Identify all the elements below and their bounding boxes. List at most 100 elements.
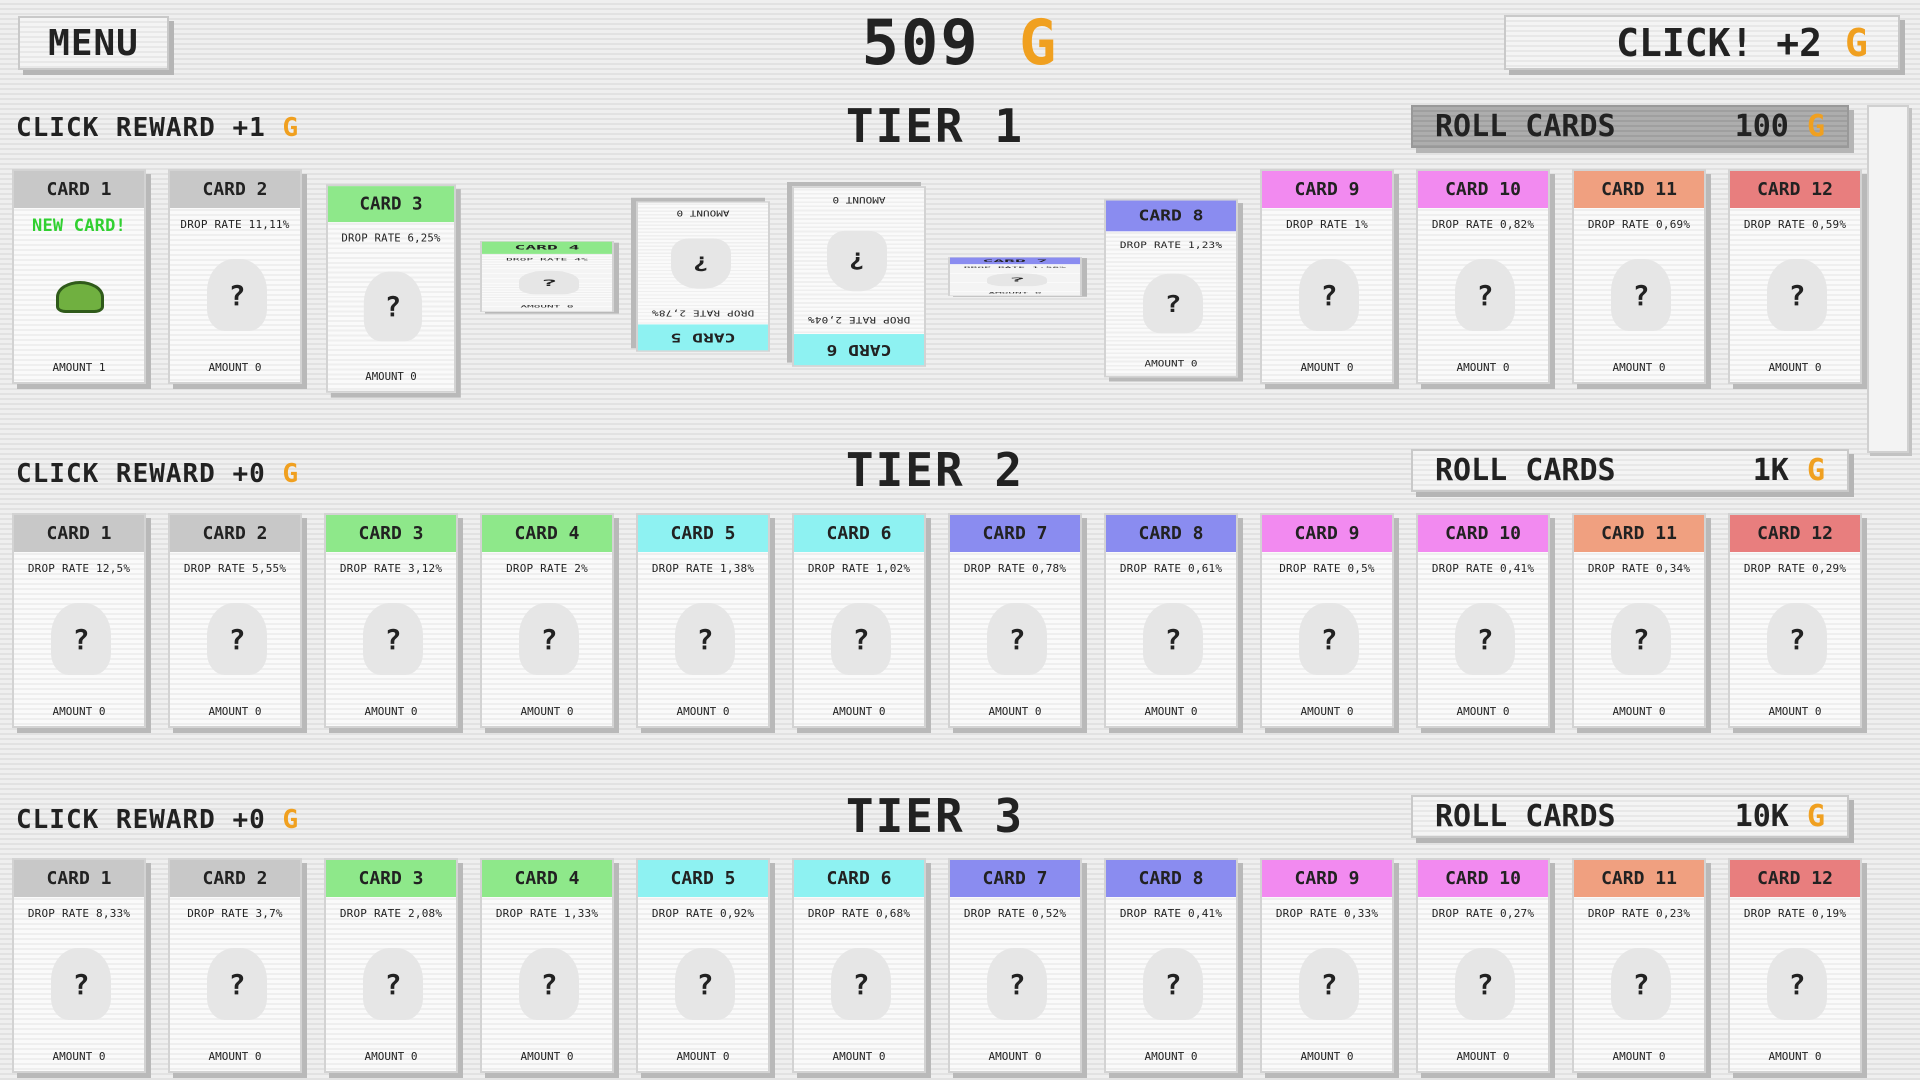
card-name: CARD 1 bbox=[46, 523, 112, 544]
tier-title: TIER 2 bbox=[845, 443, 1025, 497]
card-name: CARD 3 bbox=[359, 193, 423, 215]
card[interactable]: CARD 3 DROP RATE 6,25% ? AMOUNT 0 bbox=[326, 184, 456, 393]
unknown-card-silhouette-icon: ? bbox=[1767, 603, 1827, 675]
card[interactable]: CARD 4 DROP RATE 4% ? AMOUNT 0 bbox=[480, 241, 614, 312]
card[interactable]: CARD 1 NEW CARD! AMOUNT 1 bbox=[12, 169, 146, 384]
card[interactable]: CARD 11 DROP RATE 0,23% ? AMOUNT 0 bbox=[1572, 858, 1706, 1073]
card[interactable]: CARD 5 DROP RATE 2,78% ? AMOUNT 0 bbox=[636, 201, 770, 352]
scrollbar[interactable] bbox=[1867, 105, 1909, 453]
card-header: CARD 9 bbox=[1262, 860, 1392, 897]
roll-cards-button[interactable]: ROLL CARDS 10K G bbox=[1411, 795, 1849, 838]
card-amount: AMOUNT 0 bbox=[365, 370, 417, 384]
unknown-card-silhouette-icon: ? bbox=[671, 238, 731, 289]
card[interactable]: CARD 8 DROP RATE 0,41% ? AMOUNT 0 bbox=[1104, 858, 1238, 1073]
unknown-card-silhouette-icon: ? bbox=[1143, 603, 1203, 675]
new-card-badge: NEW CARD! bbox=[32, 216, 126, 236]
click-button[interactable]: CLICK! +2 G bbox=[1504, 15, 1900, 70]
question-mark: ? bbox=[384, 967, 402, 1001]
card[interactable]: CARD 4 DROP RATE 1,33% ? AMOUNT 0 bbox=[480, 858, 614, 1073]
card-header: CARD 10 bbox=[1418, 860, 1548, 897]
card-header: CARD 1 bbox=[14, 860, 144, 897]
card-header: CARD 7 bbox=[950, 860, 1080, 897]
card[interactable]: CARD 9 DROP RATE 0,5% ? AMOUNT 0 bbox=[1260, 513, 1394, 728]
card-header: CARD 7 bbox=[950, 257, 1080, 265]
unknown-card-silhouette-icon: ? bbox=[1611, 603, 1671, 675]
card[interactable]: CARD 5 DROP RATE 0,92% ? AMOUNT 0 bbox=[636, 858, 770, 1073]
card[interactable]: CARD 6 DROP RATE 1,02% ? AMOUNT 0 bbox=[792, 513, 926, 728]
question-mark: ? bbox=[1632, 278, 1650, 312]
card[interactable]: CARD 12 DROP RATE 0,59% ? AMOUNT 0 bbox=[1728, 169, 1862, 384]
card-amount: AMOUNT 0 bbox=[52, 1050, 106, 1063]
card-name: CARD 8 bbox=[1138, 868, 1204, 889]
question-mark: ? bbox=[1164, 967, 1182, 1001]
question-mark: ? bbox=[852, 622, 870, 656]
card[interactable]: CARD 8 DROP RATE 0,61% ? AMOUNT 0 bbox=[1104, 513, 1238, 728]
card[interactable]: CARD 10 DROP RATE 0,41% ? AMOUNT 0 bbox=[1416, 513, 1550, 728]
card-header: CARD 3 bbox=[327, 186, 455, 223]
card[interactable]: CARD 11 DROP RATE 0,34% ? AMOUNT 0 bbox=[1572, 513, 1706, 728]
card[interactable]: CARD 5 DROP RATE 1,38% ? AMOUNT 0 bbox=[636, 513, 770, 728]
question-mark: ? bbox=[852, 967, 870, 1001]
card[interactable]: CARD 6 DROP RATE 0,68% ? AMOUNT 0 bbox=[792, 858, 926, 1073]
card-name: CARD 9 bbox=[1294, 523, 1360, 544]
question-mark: ? bbox=[696, 622, 714, 656]
card-drop-rate: DROP RATE 2,08% bbox=[339, 907, 443, 920]
roll-cards-button[interactable]: ROLL CARDS 100 G bbox=[1411, 105, 1849, 148]
card[interactable]: CARD 4 DROP RATE 2% ? AMOUNT 0 bbox=[480, 513, 614, 728]
card[interactable]: CARD 6 DROP RATE 2,04% ? AMOUNT 0 bbox=[792, 186, 926, 367]
card-header: CARD 1 bbox=[14, 171, 144, 208]
card[interactable]: CARD 7 DROP RATE 0,52% ? AMOUNT 0 bbox=[948, 858, 1082, 1073]
card[interactable]: CARD 7 DROP RATE 0,78% ? AMOUNT 0 bbox=[948, 513, 1082, 728]
card-drop-rate: DROP RATE 0,68% bbox=[807, 907, 911, 920]
card-name: CARD 10 bbox=[1445, 868, 1521, 889]
card[interactable]: CARD 2 DROP RATE 3,7% ? AMOUNT 0 bbox=[168, 858, 302, 1073]
card-header: CARD 12 bbox=[1730, 171, 1860, 208]
card[interactable]: CARD 12 DROP RATE 0,19% ? AMOUNT 0 bbox=[1728, 858, 1862, 1073]
card[interactable]: CARD 11 DROP RATE 0,69% ? AMOUNT 0 bbox=[1572, 169, 1706, 384]
card-name: CARD 11 bbox=[1601, 868, 1677, 889]
card[interactable]: CARD 3 DROP RATE 3,12% ? AMOUNT 0 bbox=[324, 513, 458, 728]
card-amount: AMOUNT 0 bbox=[1456, 361, 1510, 374]
card-drop-rate: DROP RATE 0,82% bbox=[1431, 218, 1535, 231]
unknown-card-silhouette-icon: ? bbox=[1455, 259, 1515, 331]
unknown-card-silhouette-icon: ? bbox=[207, 948, 267, 1020]
card-drop-rate: DROP RATE 1,23% bbox=[1119, 239, 1223, 251]
question-mark: ? bbox=[540, 967, 558, 1001]
card-name: CARD 1 bbox=[46, 179, 112, 200]
card[interactable]: CARD 1 DROP RATE 12,5% ? AMOUNT 0 bbox=[12, 513, 146, 728]
card-drop-rate: DROP RATE 0,23% bbox=[1587, 907, 1691, 920]
card-amount: AMOUNT 0 bbox=[364, 705, 418, 718]
roll-cards-button[interactable]: ROLL CARDS 1K G bbox=[1411, 449, 1849, 492]
card[interactable]: CARD 9 DROP RATE 0,33% ? AMOUNT 0 bbox=[1260, 858, 1394, 1073]
card[interactable]: CARD 1 DROP RATE 8,33% ? AMOUNT 0 bbox=[12, 858, 146, 1073]
card[interactable]: CARD 8 DROP RATE 1,23% ? AMOUNT 0 bbox=[1104, 198, 1238, 378]
card-amount: AMOUNT 0 bbox=[676, 705, 730, 718]
card[interactable]: CARD 7 DROP RATE 1,56% ? AMOUNT 0 bbox=[948, 257, 1082, 296]
menu-button[interactable]: MENU bbox=[18, 16, 169, 70]
card-name: CARD 8 bbox=[1138, 523, 1204, 544]
card-name: CARD 7 bbox=[982, 523, 1048, 544]
gold-counter: 509 G bbox=[0, 6, 1920, 79]
card-header: CARD 11 bbox=[1574, 515, 1704, 552]
card[interactable]: CARD 2 DROP RATE 11,11% ? AMOUNT 0 bbox=[168, 169, 302, 384]
card-name: CARD 9 bbox=[1294, 179, 1360, 200]
question-mark: ? bbox=[1788, 967, 1806, 1001]
card[interactable]: CARD 10 DROP RATE 0,27% ? AMOUNT 0 bbox=[1416, 858, 1550, 1073]
card-header: CARD 12 bbox=[1730, 860, 1860, 897]
card-name: CARD 6 bbox=[826, 868, 892, 889]
card-drop-rate: DROP RATE 4% bbox=[506, 257, 588, 262]
card[interactable]: CARD 2 DROP RATE 5,55% ? AMOUNT 0 bbox=[168, 513, 302, 728]
card-name: CARD 9 bbox=[1294, 868, 1360, 889]
roll-cost: 100 G bbox=[1734, 109, 1825, 144]
card[interactable]: CARD 3 DROP RATE 2,08% ? AMOUNT 0 bbox=[324, 858, 458, 1073]
card-drop-rate: DROP RATE 12,5% bbox=[27, 562, 131, 575]
card[interactable]: CARD 12 DROP RATE 0,29% ? AMOUNT 0 bbox=[1728, 513, 1862, 728]
card[interactable]: CARD 10 DROP RATE 0,82% ? AMOUNT 0 bbox=[1416, 169, 1550, 384]
card-drop-rate: DROP RATE 6,25% bbox=[341, 231, 441, 245]
question-mark: ? bbox=[540, 277, 558, 289]
card-name: CARD 10 bbox=[1445, 523, 1521, 544]
card-drop-rate: DROP RATE 0,41% bbox=[1119, 907, 1223, 920]
card-drop-rate: DROP RATE 0,41% bbox=[1431, 562, 1535, 575]
card-header: CARD 3 bbox=[326, 515, 456, 552]
card[interactable]: CARD 9 DROP RATE 1% ? AMOUNT 0 bbox=[1260, 169, 1394, 384]
